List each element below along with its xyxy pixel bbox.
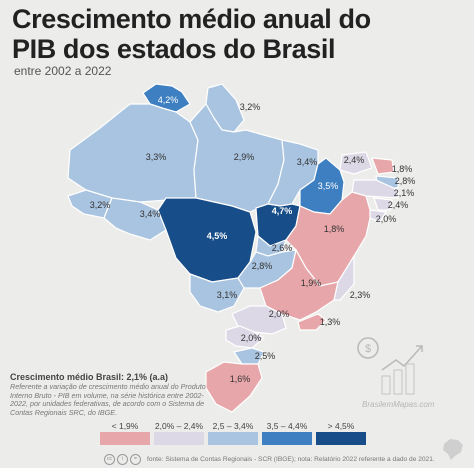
state-value-label: 3,2% xyxy=(90,200,111,210)
state-region xyxy=(67,103,199,203)
state-region xyxy=(297,313,327,331)
brazil-mini-map-icon xyxy=(443,439,463,460)
legend-label: 2,0% – 2,4% xyxy=(154,421,204,431)
legend-item: > 4,5% xyxy=(316,421,366,445)
legend-label: < 1,9% xyxy=(111,421,139,431)
state-value-label: 4,5% xyxy=(207,231,228,241)
methodology-note: Referente a variação de crescimento médi… xyxy=(10,382,206,417)
legend-swatch xyxy=(100,432,150,445)
state-value-label: 3,3% xyxy=(146,152,167,162)
state-region xyxy=(103,197,167,241)
state-value-label: 2,8% xyxy=(395,176,416,186)
state-region xyxy=(267,139,319,207)
creative-commons-icon: cc i = xyxy=(104,454,141,465)
legend: < 1,9% 2,0% – 2,4% 2,5 – 3,4% 3,5 – 4,4%… xyxy=(100,421,370,445)
state-value-label: 1,3% xyxy=(320,317,341,327)
state-region xyxy=(339,151,373,175)
state-value-label: 1,8% xyxy=(324,224,345,234)
legend-label: 2,5 – 3,4% xyxy=(212,421,254,431)
state-value-label: 3,1% xyxy=(217,290,238,300)
state-value-label: 2,9% xyxy=(234,152,255,162)
state-value-label: 1,9% xyxy=(301,278,322,288)
legend-swatch xyxy=(208,432,258,445)
state-value-label: 4,2% xyxy=(158,95,179,105)
title-line-2: PIB dos estados do Brasil xyxy=(12,34,336,64)
state-value-label: 2,4% xyxy=(344,155,365,165)
legend-item: 2,5 – 3,4% xyxy=(208,421,258,445)
state-region xyxy=(189,273,245,313)
brand-watermark: BrasilemMapas.com xyxy=(362,400,435,409)
footer: cc i = fonte: Sistema de Contas Regionais … xyxy=(104,454,435,465)
state-value-label: 2,8% xyxy=(252,261,273,271)
svg-text:$: $ xyxy=(365,343,371,355)
state-value-label: 3,2% xyxy=(240,102,261,112)
state-value-label: 3,4% xyxy=(297,157,318,167)
state-value-label: 2,0% xyxy=(376,214,397,224)
state-value-label: 2,0% xyxy=(269,309,290,319)
legend-swatch xyxy=(316,432,366,445)
title-line-1: Crescimento médio anual do xyxy=(12,4,371,34)
state-value-label: 1,8% xyxy=(392,164,413,174)
state-value-label: 3,5% xyxy=(318,181,339,191)
economy-growth-icon: $ xyxy=(357,337,423,395)
state-value-label: 3,4% xyxy=(140,209,161,219)
state-value-label: 2,0% xyxy=(241,333,262,343)
legend-item: 3,5 – 4,4% xyxy=(262,421,312,445)
state-value-label: 2,6% xyxy=(272,243,293,253)
state-value-label: 2,1% xyxy=(394,188,415,198)
state-region xyxy=(205,361,263,413)
states-layer xyxy=(67,83,399,413)
state-value-label: 2,3% xyxy=(350,290,371,300)
legend-label: 3,5 – 4,4% xyxy=(266,421,308,431)
state-value-label: 2,4% xyxy=(388,200,409,210)
state-region xyxy=(371,157,395,175)
national-average-note: Crescimento médio Brasil: 2,1% (a.a) xyxy=(10,372,169,382)
labels-layer: 4,2% 3,2% 3,3% 2,9% 3,4% 2,4% 1,8% 2,8% 2,1% 3,5%… xyxy=(90,95,416,384)
page-title: Crescimento médio anual do PIB dos estad… xyxy=(12,4,371,64)
state-value-label: 4,7% xyxy=(272,206,293,216)
legend-label: > 4,5% xyxy=(327,421,355,431)
legend-swatch xyxy=(262,432,312,445)
state-region xyxy=(225,325,266,349)
legend-item: 2,0% – 2,4% xyxy=(154,421,204,445)
state-region xyxy=(373,197,393,211)
legend-item: < 1,9% xyxy=(100,421,150,445)
state-region xyxy=(233,347,265,365)
subtitle: entre 2002 a 2022 xyxy=(14,64,112,78)
source-note: fonte: Sistema de Contas Regionais - SCR… xyxy=(147,456,435,463)
legend-swatch xyxy=(154,432,204,445)
state-region xyxy=(285,191,371,287)
state-value-label: 2,5% xyxy=(255,351,276,361)
state-region xyxy=(333,253,355,301)
state-value-label: 1,6% xyxy=(230,374,251,384)
